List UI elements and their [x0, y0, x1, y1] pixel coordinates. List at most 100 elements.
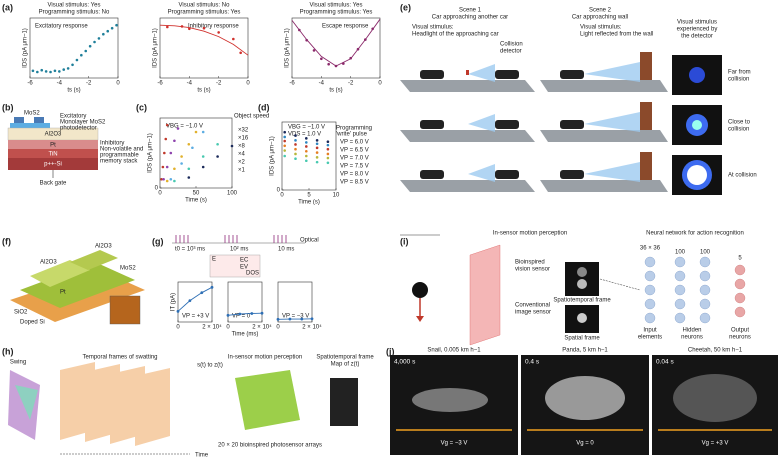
annotation: Excitatory response	[35, 24, 88, 30]
legend-title: Programming	[336, 126, 372, 132]
label: 100	[700, 250, 711, 256]
label: neurons	[681, 335, 703, 341]
chart-subtitle: Programming stimulus: Yes	[300, 10, 373, 16]
point	[187, 176, 191, 179]
point	[250, 312, 254, 315]
point	[202, 26, 206, 30]
point	[312, 49, 316, 52]
point	[40, 68, 44, 72]
label: Scene 2	[589, 8, 612, 14]
point	[44, 70, 48, 73]
series-line	[159, 24, 249, 56]
animal-frames	[390, 355, 778, 455]
point	[66, 67, 70, 70]
point	[216, 155, 219, 158]
point	[88, 44, 92, 48]
label: Visual stimulus:	[412, 25, 454, 31]
chart-title: Visual stimulus: Yes	[48, 3, 101, 9]
y-axis-label: IDS (pA μm−1)	[148, 133, 154, 173]
x-tick-label: -6	[27, 81, 33, 87]
point	[180, 155, 183, 158]
plot-frame	[177, 281, 213, 323]
point	[160, 177, 163, 181]
label: EC	[240, 258, 249, 264]
panel-label: (g)	[152, 236, 164, 246]
series-line	[277, 318, 313, 320]
point	[232, 37, 235, 41]
point	[169, 151, 173, 155]
label: Pt	[50, 143, 56, 149]
point	[326, 143, 330, 147]
x-tick-label: 50	[193, 191, 200, 197]
point	[315, 160, 319, 164]
plot-frame	[227, 281, 263, 323]
point	[115, 23, 118, 27]
point	[102, 32, 105, 36]
x-tick-label: 0	[246, 81, 250, 87]
x-tick-label: 100	[227, 191, 238, 197]
label: 36 × 36	[640, 246, 661, 252]
label: p++-Si	[44, 162, 62, 168]
point	[283, 149, 287, 152]
label: Spatiotemporal frame	[553, 298, 611, 304]
label: In-sensor motion perception	[228, 355, 302, 361]
x-tick-label: 0	[280, 193, 284, 199]
x-tick-label: -2	[348, 81, 354, 87]
x-axis-label: ts (s)	[67, 88, 80, 94]
label: vision sensor	[515, 267, 550, 273]
label: TiN	[48, 152, 57, 158]
point	[305, 154, 308, 158]
point	[49, 70, 52, 74]
point	[239, 51, 242, 55]
label: Scene 1	[459, 8, 482, 14]
point	[315, 146, 319, 150]
x-tick-label: -4	[57, 81, 63, 87]
panel-label: (e)	[400, 2, 411, 12]
legend-entry: VP = 7.0 V	[340, 156, 369, 162]
point	[71, 63, 74, 67]
plot-frame	[29, 17, 119, 79]
point	[326, 156, 330, 160]
label: neurons	[729, 335, 751, 341]
point	[326, 161, 330, 165]
y-axis-label: IDS (pA μm−1)	[270, 136, 276, 176]
point	[230, 144, 234, 148]
label: Cheetah, 50 km h−1	[688, 348, 743, 354]
x-axis-label: Time (s)	[298, 200, 320, 206]
label: Al2O3	[95, 244, 112, 250]
point	[110, 26, 114, 30]
point	[305, 137, 308, 140]
chart-title: Visual stimulus: Yes	[310, 3, 363, 9]
point	[300, 317, 304, 321]
point	[97, 37, 101, 40]
label: image sensor	[515, 310, 551, 316]
x-tick-label: 0	[176, 325, 180, 331]
series-line	[227, 312, 263, 316]
point	[176, 127, 180, 130]
point	[62, 68, 66, 71]
label: Visual stimulus	[677, 20, 717, 26]
legend-entry: ×4	[238, 152, 246, 158]
label: Inhibitory	[100, 141, 124, 147]
swat-illustration	[8, 362, 358, 455]
point	[93, 40, 96, 44]
label: 0.4 s	[525, 359, 540, 366]
point	[161, 165, 165, 169]
x-tick-label: -6	[289, 81, 295, 87]
x-tick-label: 2 × 10⁴	[252, 324, 272, 331]
label: Non-volatile and	[100, 147, 143, 153]
label: Hidden	[682, 328, 701, 334]
label: photodetector	[60, 126, 97, 132]
point	[283, 144, 287, 148]
label: 20 × 20 bioinspired photosensor arrays	[218, 443, 322, 449]
point	[238, 312, 242, 316]
device-stack	[7, 117, 99, 178]
label: 5	[738, 256, 742, 262]
x-tick-label: 10	[333, 193, 340, 199]
legend-entry: ×16	[238, 136, 249, 142]
x-tick-label: 0	[226, 325, 230, 331]
point	[305, 159, 308, 163]
point	[283, 154, 287, 158]
x-tick-label: 0	[116, 81, 120, 87]
point	[187, 142, 191, 146]
